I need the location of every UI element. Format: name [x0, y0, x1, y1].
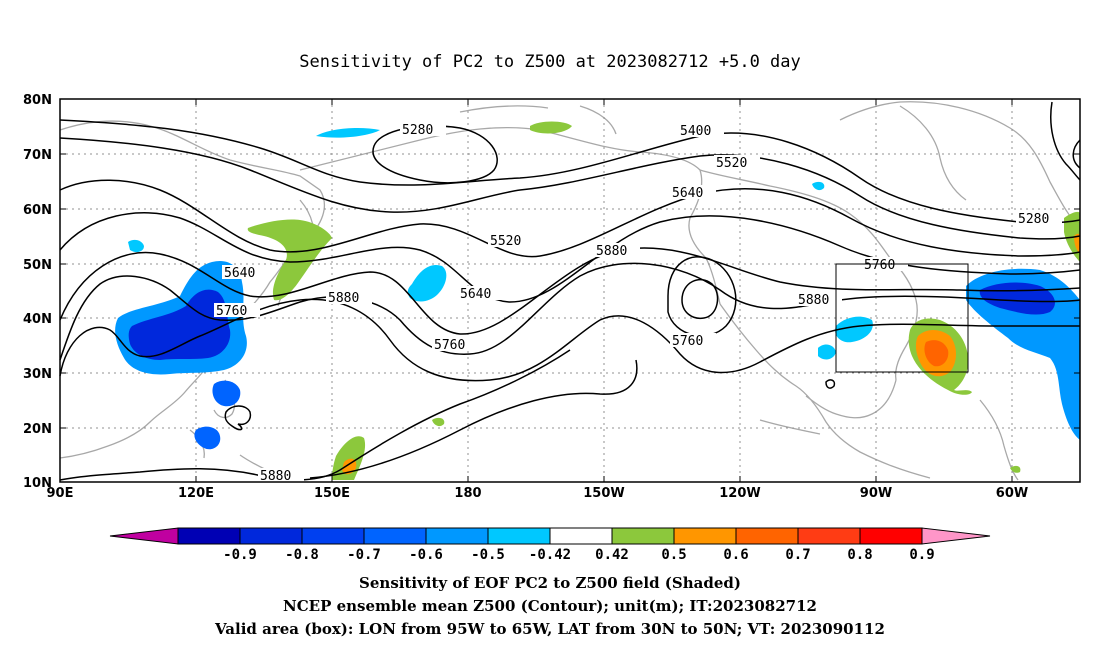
lon-label: 60W	[996, 486, 1028, 501]
valid-area-box	[835, 263, 969, 373]
contour-label: 5880	[798, 293, 829, 308]
colorbar-label: 0.5	[661, 547, 686, 563]
lon-label: 120W	[719, 486, 760, 501]
lat-label: 80N	[23, 93, 52, 108]
colorbar-segment	[177, 527, 241, 545]
colorbar-label: 0.9	[909, 547, 934, 563]
shade-positive-kamchatka	[247, 219, 332, 301]
colorbar-max-triangle	[921, 527, 991, 545]
colorbar-segment	[859, 527, 923, 545]
colorbar-label: 0.42	[595, 547, 629, 563]
lat-label: 20N	[23, 422, 52, 437]
colorbar-labels: -0.9 -0.8 -0.7 -0.6 -0.5 -0.42 0.42 0.5 0.6 0.7 0.…	[223, 547, 935, 563]
lon-label: 150W	[583, 486, 624, 501]
contour-label: 5760	[672, 334, 703, 349]
map-panel: 5280 5400 5520 5640 5880 5520 5640 5280 …	[23, 93, 1081, 501]
footer-line-3: Valid area (box): LON from 95W to 65W, L…	[214, 620, 885, 638]
colorbar-segment	[301, 527, 365, 545]
contour-label: 5640	[224, 266, 255, 281]
colorbar-segment	[239, 527, 303, 545]
colorbar-label: 0.6	[723, 547, 748, 563]
lon-label: 120E	[178, 486, 214, 501]
footer-line-2: NCEP ensemble mean Z500 (Contour); unit(…	[283, 597, 817, 615]
colorbar-label: -0.8	[285, 547, 319, 563]
lat-label: 70N	[23, 148, 52, 163]
contour-label: 5760	[216, 304, 247, 319]
shade-negative-asia-south2	[194, 426, 221, 450]
contour-label: 5880	[596, 244, 627, 259]
shade-negative-asia-core	[128, 289, 231, 360]
lon-label: 150E	[314, 486, 350, 501]
colorbar-min-triangle	[109, 527, 179, 545]
shade-negative-asia-south	[212, 380, 241, 407]
contour-label: 5760	[434, 338, 465, 353]
colorbar-segment	[673, 527, 737, 545]
lat-labels: 80N 70N 60N 50N 40N 30N 20N 10N	[23, 93, 52, 491]
colorbar-label: 0.7	[785, 547, 810, 563]
contour-label: 5760	[864, 258, 895, 273]
axis-ticks	[60, 98, 1080, 483]
lat-label: 40N	[23, 312, 52, 327]
contour-label: 5280	[1018, 212, 1049, 227]
shade-positive-small-pacific	[432, 417, 445, 427]
shade-negative-us	[835, 316, 873, 343]
contour-label: 5400	[680, 124, 711, 139]
colorbar-segment	[735, 527, 799, 545]
lon-label: 90W	[860, 486, 892, 501]
footer-line-1: Sensitivity of EOF PC2 to Z500 field (Sh…	[359, 574, 741, 592]
shade-negative-small-asia	[128, 239, 144, 253]
contour-label: 5640	[672, 186, 703, 201]
contour-label: 5880	[260, 469, 291, 484]
colorbar-segment	[549, 527, 613, 545]
colorbar-segment	[797, 527, 861, 545]
colorbar-label: 0.8	[847, 547, 872, 563]
contour-labels: 5280 5400 5520 5640 5880 5520 5640 5280 …	[214, 122, 1062, 484]
colorbar-label: -0.5	[471, 547, 505, 563]
contour-label: 5280	[402, 123, 433, 138]
shade-negative-arctic	[316, 128, 380, 138]
colorbar-segment	[363, 527, 427, 545]
lon-label: 90E	[47, 486, 74, 501]
lon-labels: 90E 120E 150E 180 150W 120W 90W 60W	[47, 486, 1029, 501]
shade-negative-pacific	[407, 264, 447, 302]
contour-label: 5880	[328, 291, 359, 306]
colorbar-segment	[425, 527, 489, 545]
colorbar-label: -0.9	[223, 547, 257, 563]
map-frame	[59, 98, 1081, 483]
shade-negative-small-ca	[812, 181, 825, 191]
lat-label: 60N	[23, 203, 52, 218]
figure-title: Sensitivity of PC2 to Z500 at 2023082712…	[299, 52, 801, 72]
contour-label: 5520	[490, 234, 521, 249]
lat-label: 10N	[23, 476, 52, 491]
colorbar-segment	[487, 527, 551, 545]
shade-negative-atlantic	[966, 268, 1080, 440]
shade-positive-small-south	[1010, 465, 1021, 473]
colorbar-label: -0.6	[409, 547, 443, 563]
colorbar	[109, 527, 991, 545]
contour-label: 5520	[716, 156, 747, 171]
colorbar-segment	[611, 527, 675, 545]
shade-negative-us2	[818, 344, 836, 360]
lon-label: 180	[454, 486, 481, 501]
lat-label: 30N	[23, 367, 52, 382]
z500-contours	[59, 101, 1081, 481]
colorbar-label: -0.7	[347, 547, 381, 563]
shade-positive-atlantic-edge-core	[1074, 233, 1080, 254]
shade-positive-us-east-core	[924, 340, 949, 367]
colorbar-label: -0.42	[529, 547, 571, 563]
lat-label: 50N	[23, 258, 52, 273]
contour-label: 5640	[460, 287, 491, 302]
shade-positive-arctic	[530, 121, 572, 134]
